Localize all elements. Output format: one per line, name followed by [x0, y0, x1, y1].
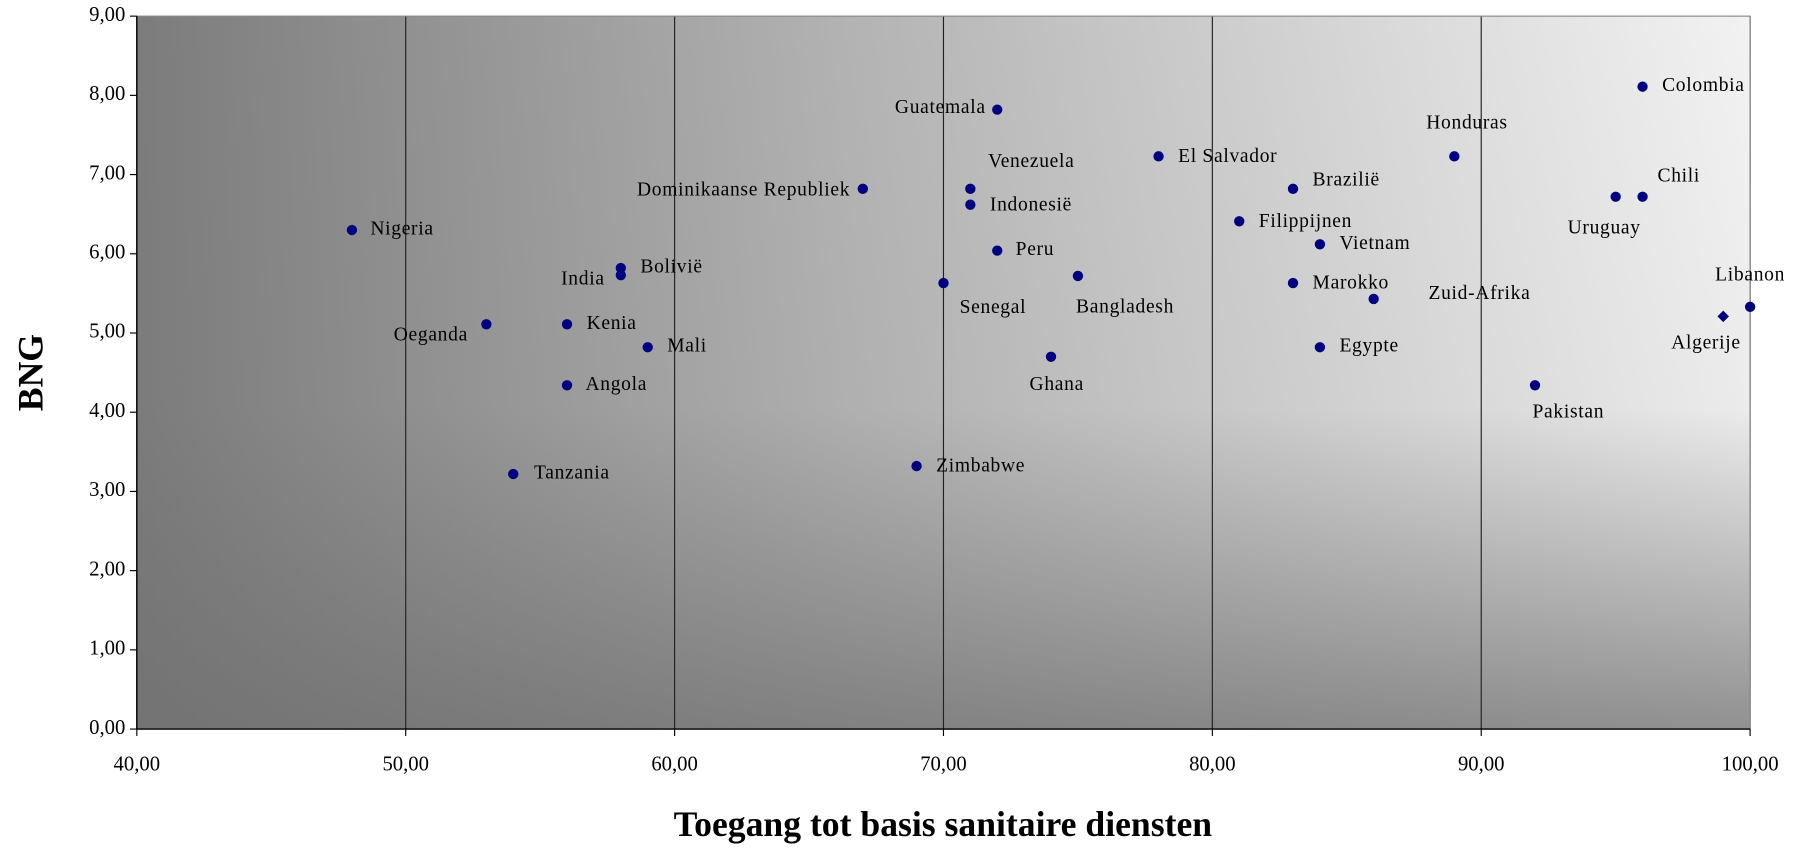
- point: [1610, 191, 1621, 202]
- point-label: Nigeria: [370, 219, 433, 240]
- point: [1045, 351, 1057, 362]
- y-tick-label: 9,00: [89, 4, 125, 26]
- x-axis-title: Toegang tot basis sanitaire diensten: [674, 804, 1213, 844]
- point: [1234, 216, 1245, 227]
- y-tick-label: 7,00: [89, 162, 125, 184]
- point-label: Colombia: [1662, 75, 1745, 96]
- point: [346, 224, 358, 236]
- point-label: Dominikaanse Republiek: [637, 180, 850, 201]
- x-tick-label: 80,00: [1189, 754, 1236, 776]
- y-tick-label: 4,00: [89, 400, 125, 422]
- point: [1744, 301, 1756, 313]
- point: [992, 245, 1003, 256]
- point-label: Egypte: [1339, 336, 1398, 357]
- point-label: Libanon: [1715, 264, 1785, 285]
- point: [965, 199, 976, 210]
- point: [615, 262, 626, 274]
- point-label: Peru: [1016, 239, 1055, 260]
- point-label: Senegal: [960, 297, 1027, 318]
- point: [857, 183, 868, 195]
- point: [1529, 380, 1541, 391]
- y-tick-label: 0,00: [89, 717, 125, 739]
- x-tick-label: 70,00: [920, 754, 967, 776]
- point: [1314, 342, 1326, 353]
- point: [1637, 191, 1648, 202]
- point: [1368, 293, 1379, 305]
- y-axis-title: BNG: [11, 334, 51, 411]
- point: [642, 342, 653, 353]
- point: [965, 183, 976, 195]
- y-tick-label: 6,00: [89, 242, 125, 264]
- point-label: Guatemala: [895, 97, 986, 118]
- point: [1637, 81, 1648, 92]
- point-label: Algerije: [1671, 332, 1741, 353]
- x-tick-label: 100,00: [1722, 754, 1779, 776]
- point: [481, 319, 492, 330]
- point-label: Marokko: [1313, 273, 1389, 294]
- y-tick-label: 8,00: [89, 83, 125, 105]
- y-tick-label: 1,00: [89, 638, 125, 660]
- point: [561, 380, 573, 391]
- point-label: Vietnam: [1339, 233, 1410, 254]
- point-label: Venezuela: [988, 151, 1074, 172]
- point: [615, 269, 626, 281]
- y-tick-label: 2,00: [89, 558, 125, 580]
- point-label: Bolivië: [640, 257, 702, 278]
- point: [938, 277, 949, 289]
- point-label: Zuid-Afrika: [1428, 283, 1530, 304]
- point: [1717, 310, 1729, 323]
- x-tick-label: 60,00: [651, 754, 698, 776]
- point-label: Mali: [667, 336, 707, 357]
- point-label: Indonesië: [990, 194, 1072, 215]
- point: [1287, 183, 1299, 195]
- point-label: El Salvador: [1178, 146, 1277, 167]
- x-tick-label: 50,00: [382, 754, 429, 776]
- y-tick-label: 5,00: [89, 321, 125, 343]
- point: [1153, 151, 1164, 162]
- point: [1314, 239, 1326, 250]
- point: [508, 468, 519, 480]
- point-label: Brazilië: [1313, 169, 1380, 190]
- point-label: Bangladesh: [1076, 297, 1174, 318]
- point-label: Pakistan: [1532, 401, 1604, 422]
- point-label: Kenia: [587, 313, 637, 334]
- point-label: Filippijnen: [1259, 211, 1352, 232]
- point-label: Oeganda: [394, 324, 468, 345]
- point-label: India: [561, 268, 605, 289]
- point: [561, 319, 573, 330]
- point-label: Angola: [585, 374, 647, 395]
- point: [992, 104, 1003, 115]
- point-label: Uruguay: [1568, 217, 1641, 238]
- point: [1072, 270, 1084, 282]
- point-label: Chili: [1658, 166, 1701, 187]
- x-tick-label: 40,00: [114, 754, 161, 776]
- point-label: Ghana: [1030, 374, 1084, 395]
- y-tick-label: 3,00: [89, 479, 125, 501]
- point: [1449, 151, 1460, 162]
- point-label: Zimbabwe: [936, 456, 1025, 477]
- point-label: Honduras: [1426, 113, 1507, 134]
- point-label: Tanzania: [534, 462, 610, 483]
- point: [1287, 277, 1299, 289]
- point: [911, 460, 922, 472]
- x-tick-label: 90,00: [1458, 754, 1505, 776]
